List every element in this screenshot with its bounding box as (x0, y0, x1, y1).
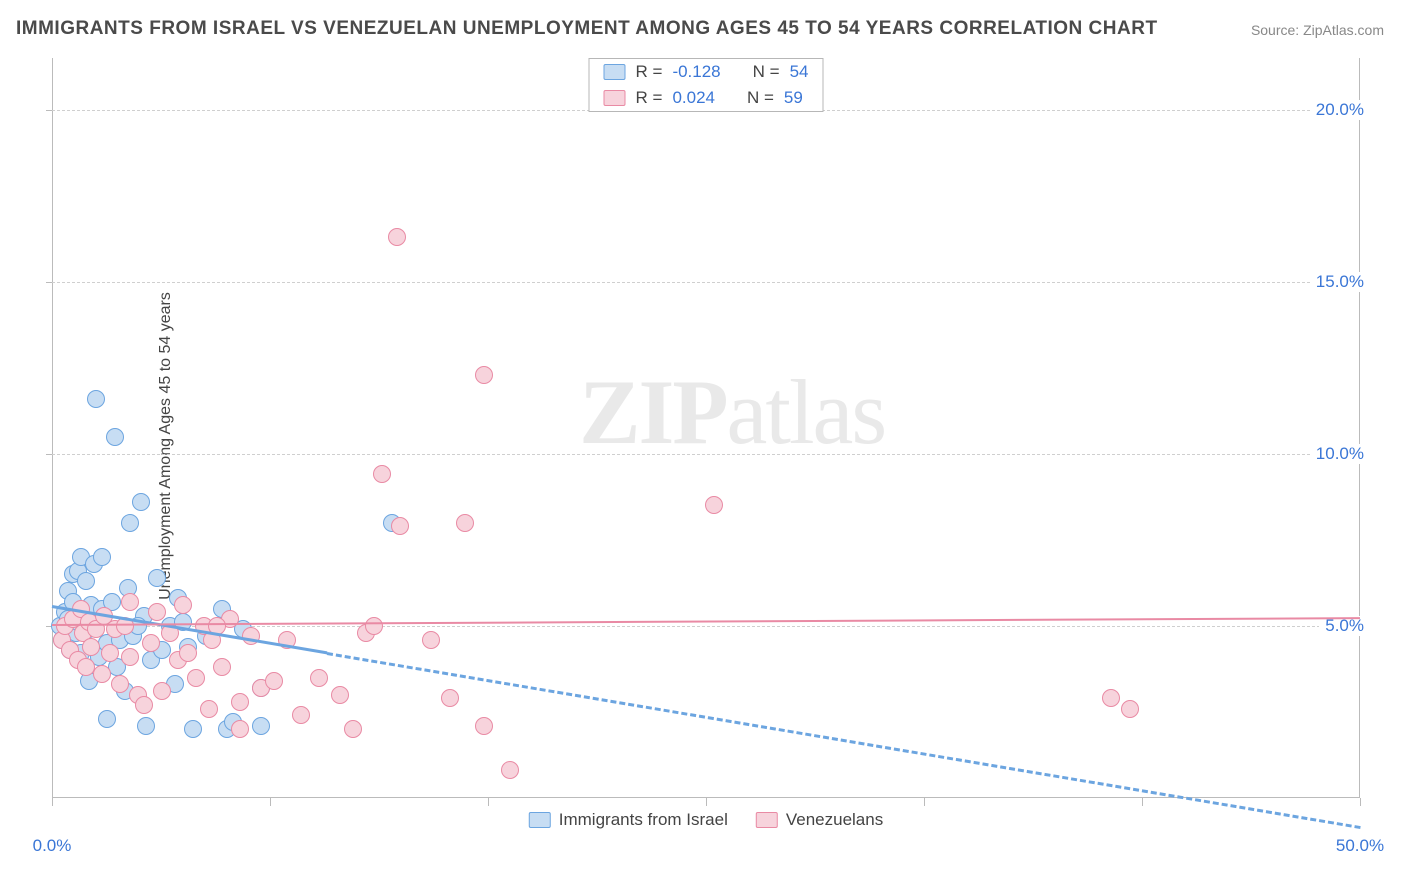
data-point (213, 658, 231, 676)
data-point (121, 514, 139, 532)
y-tick (46, 282, 52, 283)
legend-n-value: 59 (784, 88, 803, 108)
data-point (132, 493, 150, 511)
data-point (705, 496, 723, 514)
x-tick (1142, 798, 1143, 806)
watermark-light: atlas (727, 361, 886, 463)
data-point (441, 689, 459, 707)
legend-series-label: Venezuelans (786, 810, 883, 830)
data-point (98, 710, 116, 728)
data-point (365, 617, 383, 635)
data-point (1102, 689, 1120, 707)
data-point (153, 682, 171, 700)
watermark-bold: ZIP (579, 361, 726, 463)
data-point (501, 761, 519, 779)
x-tick (924, 798, 925, 806)
legend-n-value: 54 (790, 62, 809, 82)
legend-r-label: R = (636, 62, 663, 82)
legend-r-value: 0.024 (672, 88, 715, 108)
data-point (391, 517, 409, 535)
y-tick (46, 454, 52, 455)
chart-title: IMMIGRANTS FROM ISRAEL VS VENEZUELAN UNE… (16, 18, 1158, 40)
source-attribution: Source: ZipAtlas.com (1251, 22, 1384, 38)
y-tick-label: 10.0% (1310, 444, 1364, 464)
data-point (388, 228, 406, 246)
data-point (174, 596, 192, 614)
gridline (52, 282, 1360, 283)
data-point (231, 693, 249, 711)
data-point (331, 686, 349, 704)
data-point (179, 644, 197, 662)
y-tick (46, 110, 52, 111)
legend-row: R = -0.128 N = 54 (590, 59, 823, 85)
x-tick (706, 798, 707, 806)
legend-swatch (756, 812, 778, 828)
legend-swatch (529, 812, 551, 828)
legend-n-label: N = (753, 62, 780, 82)
x-tick-label: 50.0% (1336, 836, 1384, 856)
x-tick (488, 798, 489, 806)
x-tick (52, 798, 53, 806)
x-tick-label: 0.0% (33, 836, 72, 856)
data-point (148, 603, 166, 621)
data-point (87, 390, 105, 408)
y-tick-label: 20.0% (1310, 100, 1364, 120)
data-point (111, 675, 129, 693)
data-point (475, 366, 493, 384)
data-point (292, 706, 310, 724)
legend-series-label: Immigrants from Israel (559, 810, 728, 830)
x-tick (1360, 798, 1361, 806)
data-point (135, 696, 153, 714)
gridline (52, 454, 1360, 455)
legend-swatch (604, 64, 626, 80)
data-point (82, 638, 100, 656)
data-point (137, 717, 155, 735)
data-point (121, 648, 139, 666)
trend-line (326, 652, 1360, 829)
series-legend: Immigrants from Israel Venezuelans (529, 810, 883, 830)
data-point (422, 631, 440, 649)
data-point (373, 465, 391, 483)
data-point (142, 634, 160, 652)
data-point (310, 669, 328, 687)
source-link[interactable]: ZipAtlas.com (1303, 22, 1384, 38)
correlation-legend: R =-0.128N =54R =0.024N =59 (589, 58, 824, 112)
y-tick-label: 15.0% (1310, 272, 1364, 292)
legend-row: R = 0.024 N = 59 (590, 85, 823, 111)
source-prefix: Source: (1251, 22, 1303, 38)
y-axis-right-line (1359, 58, 1360, 798)
data-point (200, 700, 218, 718)
scatter-plot: ZIPatlas R =-0.128N =54R =0.024N =59 Imm… (52, 58, 1360, 828)
legend-item: Venezuelans (756, 810, 883, 830)
data-point (77, 572, 95, 590)
legend-n-label: N = (747, 88, 774, 108)
data-point (93, 548, 111, 566)
data-point (148, 569, 166, 587)
x-tick (270, 798, 271, 806)
legend-r-label: R = (636, 88, 663, 108)
data-point (106, 428, 124, 446)
data-point (456, 514, 474, 532)
legend-item: Immigrants from Israel (529, 810, 728, 830)
data-point (1121, 700, 1139, 718)
data-point (184, 720, 202, 738)
data-point (252, 717, 270, 735)
legend-r-value: -0.128 (672, 62, 720, 82)
data-point (265, 672, 283, 690)
watermark: ZIPatlas (579, 359, 885, 465)
data-point (187, 669, 205, 687)
legend-swatch (604, 90, 626, 106)
data-point (93, 665, 111, 683)
data-point (231, 720, 249, 738)
data-point (475, 717, 493, 735)
data-point (101, 644, 119, 662)
data-point (344, 720, 362, 738)
y-axis-line (52, 58, 53, 798)
data-point (121, 593, 139, 611)
